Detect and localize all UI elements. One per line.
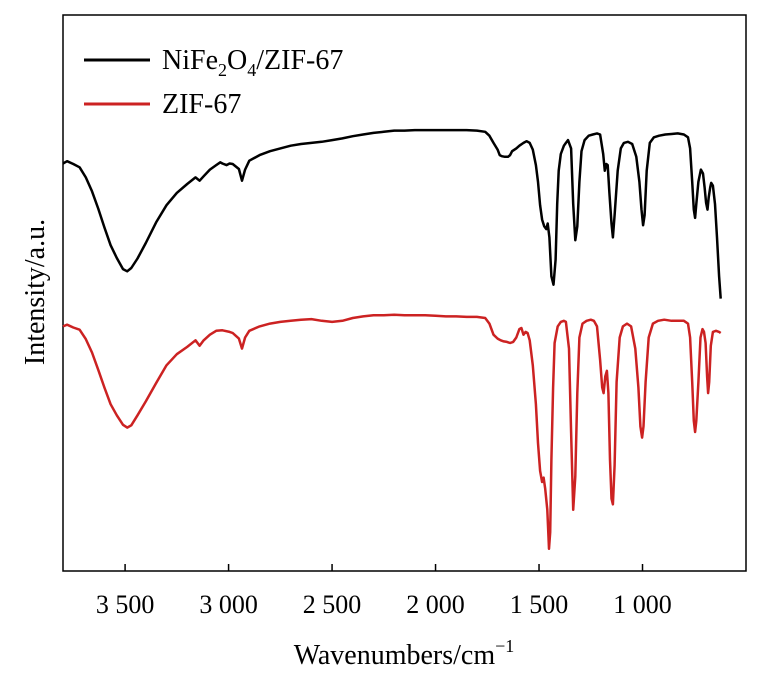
x-axis-ticks (124, 564, 644, 571)
x-tick-label-1000: 1 000 (613, 590, 672, 619)
y-axis-label: Intensity/a.u. (20, 219, 51, 365)
x-axis-label: Wavenumbers/cm−1 (294, 636, 515, 671)
legend-label-zif67: ZIF-67 (162, 89, 241, 120)
x-tick-label-3000: 3 000 (199, 590, 258, 619)
series-line-zif67 (62, 313, 722, 551)
plot-frame (62, 14, 747, 572)
legend-label-nife2o4-zif67: NiFe2O4/ZIF-67 (162, 45, 343, 80)
x-tick-label-2500: 2 500 (303, 590, 362, 619)
series-layer (62, 128, 722, 551)
x-tick-label-3500: 3 500 (96, 590, 155, 619)
x-tick-label-1500: 1 500 (510, 590, 569, 619)
legend: NiFe2O4/ZIF-67 ZIF-67 (84, 45, 343, 120)
x-axis-tick-labels: 3 500 3 000 2 500 2 000 1 500 1 000 (96, 590, 672, 619)
series-line-nife2o4-zif67 (62, 128, 722, 299)
x-tick-label-2000: 2 000 (406, 590, 465, 619)
